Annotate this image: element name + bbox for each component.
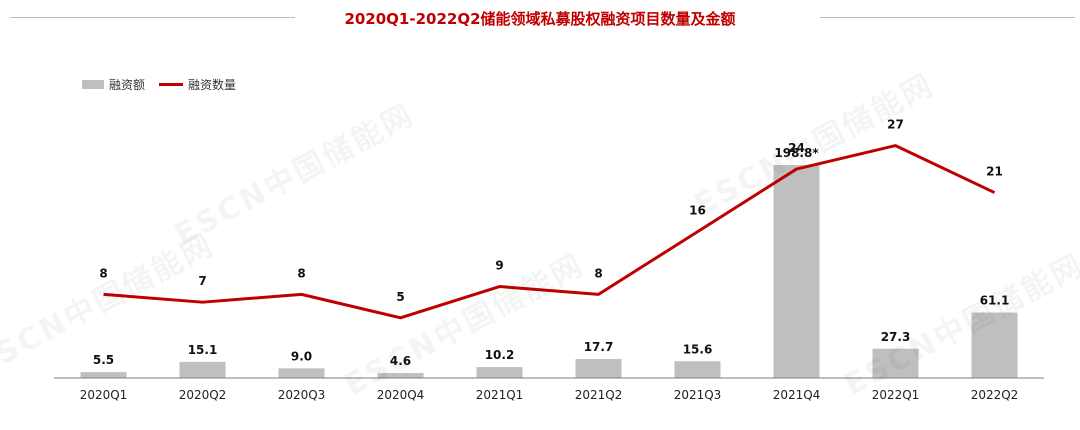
chart-title: 2020Q1-2022Q2储能领域私募股权融资项目数量及金额 (344, 10, 736, 28)
line-series-count (103, 144, 996, 320)
x-tick-2020Q1: 2020Q1 (80, 388, 128, 402)
line-label-2020Q1: 8 (99, 266, 107, 280)
bar-label-2020Q4: 4.6 (390, 354, 411, 368)
legend-bar-label: 融资额 (109, 78, 146, 92)
x-tick-2021Q3: 2021Q3 (674, 388, 722, 402)
bar-2022Q2 (971, 312, 1018, 378)
x-tick-2021Q4: 2021Q4 (773, 388, 821, 402)
title-rule-left (10, 17, 295, 18)
x-tick-2021Q2: 2021Q2 (575, 388, 623, 402)
bar-2020Q3 (278, 368, 325, 378)
line-label-2021Q3: 16 (689, 204, 706, 218)
legend-line-swatch (159, 83, 184, 86)
bar-label-2021Q2: 17.7 (584, 340, 614, 354)
bar-label-2022Q2: 61.1 (980, 294, 1010, 308)
line-label-2020Q3: 8 (297, 266, 305, 280)
bar-label-2021Q1: 10.2 (485, 348, 515, 362)
line-label-2022Q2: 21 (986, 165, 1003, 179)
x-tick-2022Q2: 2022Q2 (971, 388, 1019, 402)
bar-label-2020Q3: 9.0 (291, 349, 312, 363)
x-tick-2020Q4: 2020Q4 (377, 388, 425, 402)
x-tick-2020Q3: 2020Q3 (278, 388, 326, 402)
bar-label-2020Q1: 5.5 (93, 353, 114, 367)
line-label-2020Q4: 5 (396, 290, 404, 304)
legend-line-label: 融资数量 (188, 78, 237, 92)
bar-label-2021Q3: 15.6 (683, 342, 713, 356)
line-label-2021Q1: 9 (495, 259, 503, 273)
bar-2020Q4 (377, 373, 424, 378)
bar-label-2021Q4: 198.8* (774, 146, 819, 160)
x-tick-2021Q1: 2021Q1 (476, 388, 524, 402)
bar-2022Q1 (872, 348, 919, 378)
bar-2020Q1 (80, 372, 127, 378)
legend: 融资额 融资数量 (82, 76, 236, 93)
bar-2021Q3 (674, 361, 721, 378)
bar-label-2020Q2: 15.1 (188, 343, 218, 357)
line-label-2020Q2: 7 (198, 274, 206, 288)
title-rule-right (820, 17, 1075, 18)
bar-2021Q1 (476, 367, 523, 378)
x-tick-2022Q1: 2022Q1 (872, 388, 920, 402)
bar-2021Q2 (575, 359, 622, 378)
bar-label-2022Q1: 27.3 (881, 330, 911, 344)
bar-2020Q2 (179, 361, 226, 378)
line-label-2021Q4: 24 (788, 141, 805, 155)
line-label-2021Q2: 8 (594, 266, 602, 280)
x-tick-2020Q2: 2020Q2 (179, 388, 227, 402)
line-label-2022Q1: 27 (887, 118, 904, 132)
bar-2021Q4 (773, 165, 820, 378)
legend-bar-swatch (82, 80, 104, 89)
